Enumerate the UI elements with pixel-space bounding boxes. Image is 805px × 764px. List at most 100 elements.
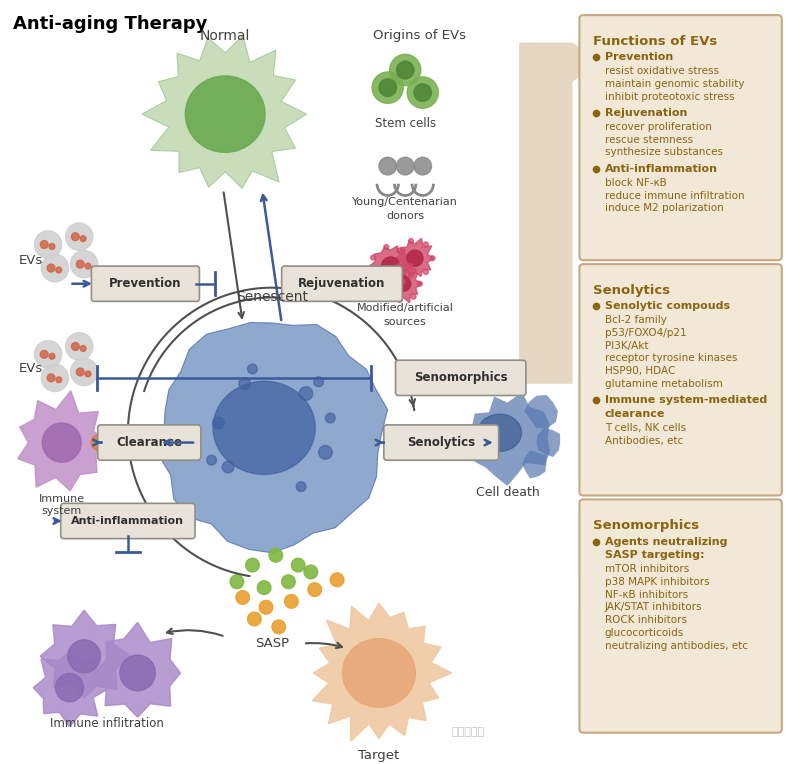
Text: Rejuvenation: Rejuvenation	[299, 277, 386, 290]
Text: Cell death: Cell death	[476, 486, 539, 499]
Circle shape	[411, 268, 416, 274]
Text: T cells, NK cells: T cells, NK cells	[605, 423, 686, 433]
Circle shape	[41, 254, 68, 282]
Circle shape	[330, 573, 344, 587]
Circle shape	[80, 345, 86, 351]
Polygon shape	[369, 246, 411, 286]
Circle shape	[56, 377, 62, 383]
Ellipse shape	[213, 381, 316, 474]
Text: EVs: EVs	[19, 362, 43, 375]
Text: glutamine metabolism: glutamine metabolism	[605, 379, 722, 389]
FancyBboxPatch shape	[97, 425, 201, 460]
Text: neutralizing antibodies, etc: neutralizing antibodies, etc	[605, 640, 748, 651]
Text: Clearance: Clearance	[116, 436, 182, 449]
Polygon shape	[386, 265, 422, 303]
Text: Anti-inflammation: Anti-inflammation	[72, 516, 184, 526]
Circle shape	[71, 358, 97, 386]
Circle shape	[414, 84, 431, 102]
Circle shape	[85, 263, 91, 269]
Circle shape	[284, 594, 298, 608]
Circle shape	[213, 417, 225, 429]
Circle shape	[35, 341, 62, 368]
Text: induce M2 polarization: induce M2 polarization	[605, 203, 724, 213]
Circle shape	[379, 79, 397, 96]
Text: 外泌体之家: 外泌体之家	[452, 727, 485, 736]
FancyBboxPatch shape	[395, 360, 526, 396]
Text: p38 MAPK inhibitors: p38 MAPK inhibitors	[605, 577, 709, 587]
Polygon shape	[462, 392, 550, 486]
Circle shape	[397, 297, 402, 303]
Text: Functions of EVs: Functions of EVs	[593, 34, 717, 47]
Circle shape	[397, 264, 402, 268]
Text: mTOR inhibitors: mTOR inhibitors	[605, 564, 689, 574]
Circle shape	[386, 289, 390, 293]
Circle shape	[56, 674, 84, 702]
Text: Young/Centenarian
donors: Young/Centenarian donors	[353, 197, 458, 221]
FancyBboxPatch shape	[384, 425, 498, 460]
Circle shape	[308, 583, 321, 597]
Circle shape	[230, 575, 244, 588]
Text: SASP: SASP	[255, 636, 289, 649]
Text: Agents neutralizing: Agents neutralizing	[605, 536, 727, 547]
Polygon shape	[519, 43, 600, 384]
Text: SASP targeting:: SASP targeting:	[605, 550, 704, 560]
Circle shape	[248, 364, 258, 374]
Circle shape	[423, 242, 428, 247]
Circle shape	[49, 244, 55, 249]
Circle shape	[407, 250, 423, 267]
Circle shape	[68, 639, 101, 673]
Text: Stem cells: Stem cells	[374, 117, 436, 130]
Circle shape	[409, 273, 414, 278]
Circle shape	[291, 558, 305, 572]
Ellipse shape	[342, 639, 415, 707]
Circle shape	[258, 581, 271, 594]
Circle shape	[299, 387, 313, 400]
Text: NF-κB inhibitors: NF-κB inhibitors	[605, 590, 687, 600]
Circle shape	[384, 283, 389, 288]
Circle shape	[400, 248, 405, 253]
Circle shape	[72, 233, 79, 241]
Text: ROCK inhibitors: ROCK inhibitors	[605, 615, 687, 625]
Text: Immune inflitration: Immune inflitration	[50, 717, 163, 730]
Circle shape	[66, 223, 93, 251]
Circle shape	[272, 620, 286, 633]
Circle shape	[282, 575, 295, 588]
Circle shape	[430, 256, 435, 261]
Text: synthesize substances: synthesize substances	[605, 147, 723, 157]
Polygon shape	[159, 322, 388, 553]
Text: EVs: EVs	[19, 254, 43, 267]
Polygon shape	[525, 395, 558, 429]
Circle shape	[384, 244, 389, 249]
Circle shape	[314, 377, 324, 387]
Text: JAK/STAT inhibitors: JAK/STAT inhibitors	[605, 602, 702, 613]
Text: Bcl-2 family: Bcl-2 family	[605, 315, 667, 325]
Circle shape	[71, 251, 97, 278]
Text: Antibodies, etc: Antibodies, etc	[605, 435, 683, 445]
Text: clearance: clearance	[605, 410, 665, 419]
Circle shape	[372, 72, 403, 103]
Circle shape	[423, 270, 428, 274]
Circle shape	[42, 423, 81, 462]
Circle shape	[382, 257, 400, 275]
Text: Senolytics: Senolytics	[407, 436, 475, 449]
Text: Senescent: Senescent	[236, 290, 308, 304]
Polygon shape	[18, 390, 108, 490]
Circle shape	[120, 655, 155, 691]
Circle shape	[396, 276, 411, 291]
Text: rescue stemness: rescue stemness	[605, 134, 693, 144]
Text: Prevention: Prevention	[109, 277, 182, 290]
Circle shape	[80, 236, 86, 241]
Text: p53/FOXO4/p21: p53/FOXO4/p21	[605, 328, 687, 338]
Polygon shape	[312, 604, 452, 741]
Polygon shape	[40, 610, 130, 698]
Circle shape	[66, 333, 93, 360]
Polygon shape	[395, 238, 434, 277]
Circle shape	[76, 368, 84, 376]
Circle shape	[379, 157, 397, 175]
FancyBboxPatch shape	[580, 500, 782, 733]
Circle shape	[407, 264, 412, 268]
Text: block NF-κB: block NF-κB	[605, 178, 667, 188]
Text: recover proliferation: recover proliferation	[605, 122, 712, 132]
Circle shape	[417, 281, 423, 286]
Circle shape	[47, 374, 55, 382]
